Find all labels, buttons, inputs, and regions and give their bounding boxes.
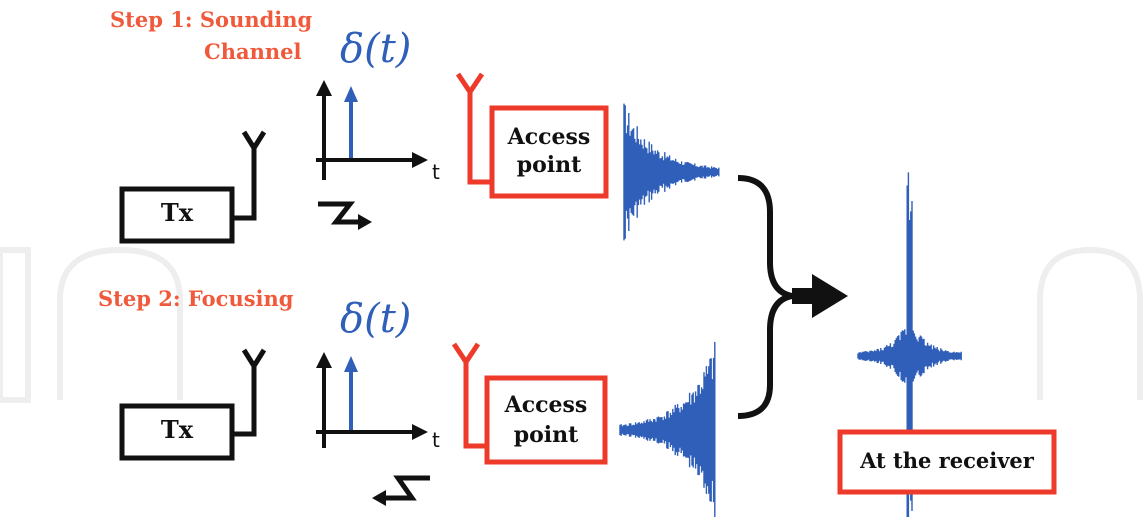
tx-box-bottom	[119, 403, 235, 461]
delta-label-top: δ(t)	[340, 26, 412, 72]
step1-label-line2: Channel	[204, 39, 302, 64]
access-point-box-bottom	[484, 375, 608, 465]
access-point-antenna-bottom	[463, 362, 487, 449]
combining-brace	[737, 175, 793, 419]
tx-label-top: Tx	[160, 198, 194, 227]
impulse-axes-top	[316, 80, 428, 180]
axis-t-label-bottom: t	[432, 428, 440, 452]
delta-label-bottom: δ(t)	[340, 296, 412, 342]
zigzag-arrow-right	[318, 201, 372, 230]
focused-signal-waveform	[857, 172, 962, 517]
result-arrow	[792, 274, 848, 318]
time-reversed-waveform	[619, 341, 716, 517]
access-point-label-top-line1: Access	[507, 124, 591, 150]
access-point-label-top-line2: point	[516, 152, 582, 178]
tx-box-top	[119, 186, 235, 244]
impulse-arrow-bottom	[344, 356, 358, 430]
axis-t-label-top: t	[432, 160, 440, 184]
receiver-label: At the receiver	[860, 448, 1034, 473]
tx-antenna-bottom	[232, 366, 257, 437]
access-point-label-bottom-line1: Access	[504, 392, 588, 418]
access-point-label-bottom-line2: point	[513, 422, 579, 448]
access-point-antenna-top	[467, 92, 492, 185]
tx-label-bottom: Tx	[160, 415, 194, 444]
step2-label: Step 2: Focusing	[98, 286, 294, 311]
step1-label-line1: Step 1: Sounding	[110, 7, 313, 32]
tx-antenna-top	[232, 148, 257, 221]
channel-response-waveform	[623, 103, 720, 241]
access-point-box-top	[489, 105, 609, 199]
zigzag-arrow-left	[372, 475, 430, 506]
impulse-axes-bottom	[316, 352, 428, 448]
impulse-arrow-top	[344, 86, 358, 158]
receiver-box	[837, 429, 1057, 495]
